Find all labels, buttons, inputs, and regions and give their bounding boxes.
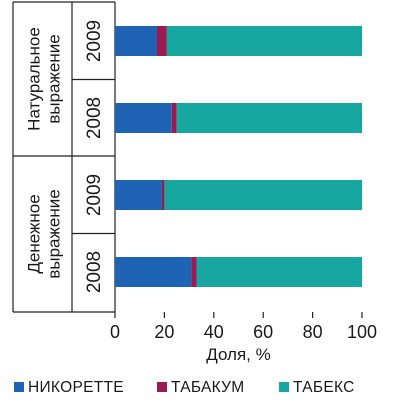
legend-label: НИКОРЕТТЕ: [28, 379, 124, 396]
bars: [115, 26, 362, 287]
group-label-line: выражение: [45, 189, 64, 278]
bar-segment-табекс: [164, 180, 362, 210]
group-label: Натуральноевыражение: [25, 27, 64, 131]
category-labels: Натуральноевыражение 20092008Денежноевыра…: [25, 20, 106, 293]
x-tick-label: 60: [253, 322, 273, 342]
x-tick-label: 40: [204, 322, 224, 342]
group-label-line: выражение: [45, 34, 64, 123]
legend: НИКОРЕТТЕ ТАБАКУМ ТАБЕКС: [14, 379, 355, 396]
bar-segment-табакум: [191, 257, 197, 287]
bar-segment-табакум: [171, 103, 177, 133]
x-tick-label: 20: [154, 322, 174, 342]
x-axis: 0 20 40 60 80 100 Доля, %: [110, 312, 377, 364]
bar-segment-табекс: [196, 257, 362, 287]
x-axis-title: Доля, %: [206, 345, 270, 364]
year-label: 2008: [84, 251, 105, 293]
group-label-line: Натуральное: [25, 27, 44, 131]
x-tick-label: 0: [110, 322, 120, 342]
x-tick-label: 80: [303, 322, 323, 342]
legend-swatch: [279, 382, 289, 392]
group-label-line: Денежное: [25, 194, 44, 273]
legend-label: ТАБАКУМ: [171, 379, 245, 396]
legend-swatch: [14, 382, 24, 392]
legend-swatch: [157, 382, 167, 392]
bar-segment-никоретте: [115, 26, 157, 56]
group-label: Денежноевыражение: [25, 189, 64, 278]
bar-segment-табакум: [161, 180, 165, 210]
bar-segment-табекс: [166, 26, 362, 56]
year-label: 2009: [84, 20, 105, 62]
bar-segment-никоретте: [115, 180, 162, 210]
year-label: 2009: [84, 174, 105, 216]
bar-segment-никоретте: [115, 103, 172, 133]
bar-segment-табекс: [176, 103, 362, 133]
legend-label: ТАБЕКС: [293, 379, 355, 396]
x-tick-label: 100: [347, 322, 377, 342]
bar-segment-табакум: [156, 26, 167, 56]
year-label: 2008: [84, 97, 105, 139]
bar-segment-никоретте: [115, 257, 192, 287]
